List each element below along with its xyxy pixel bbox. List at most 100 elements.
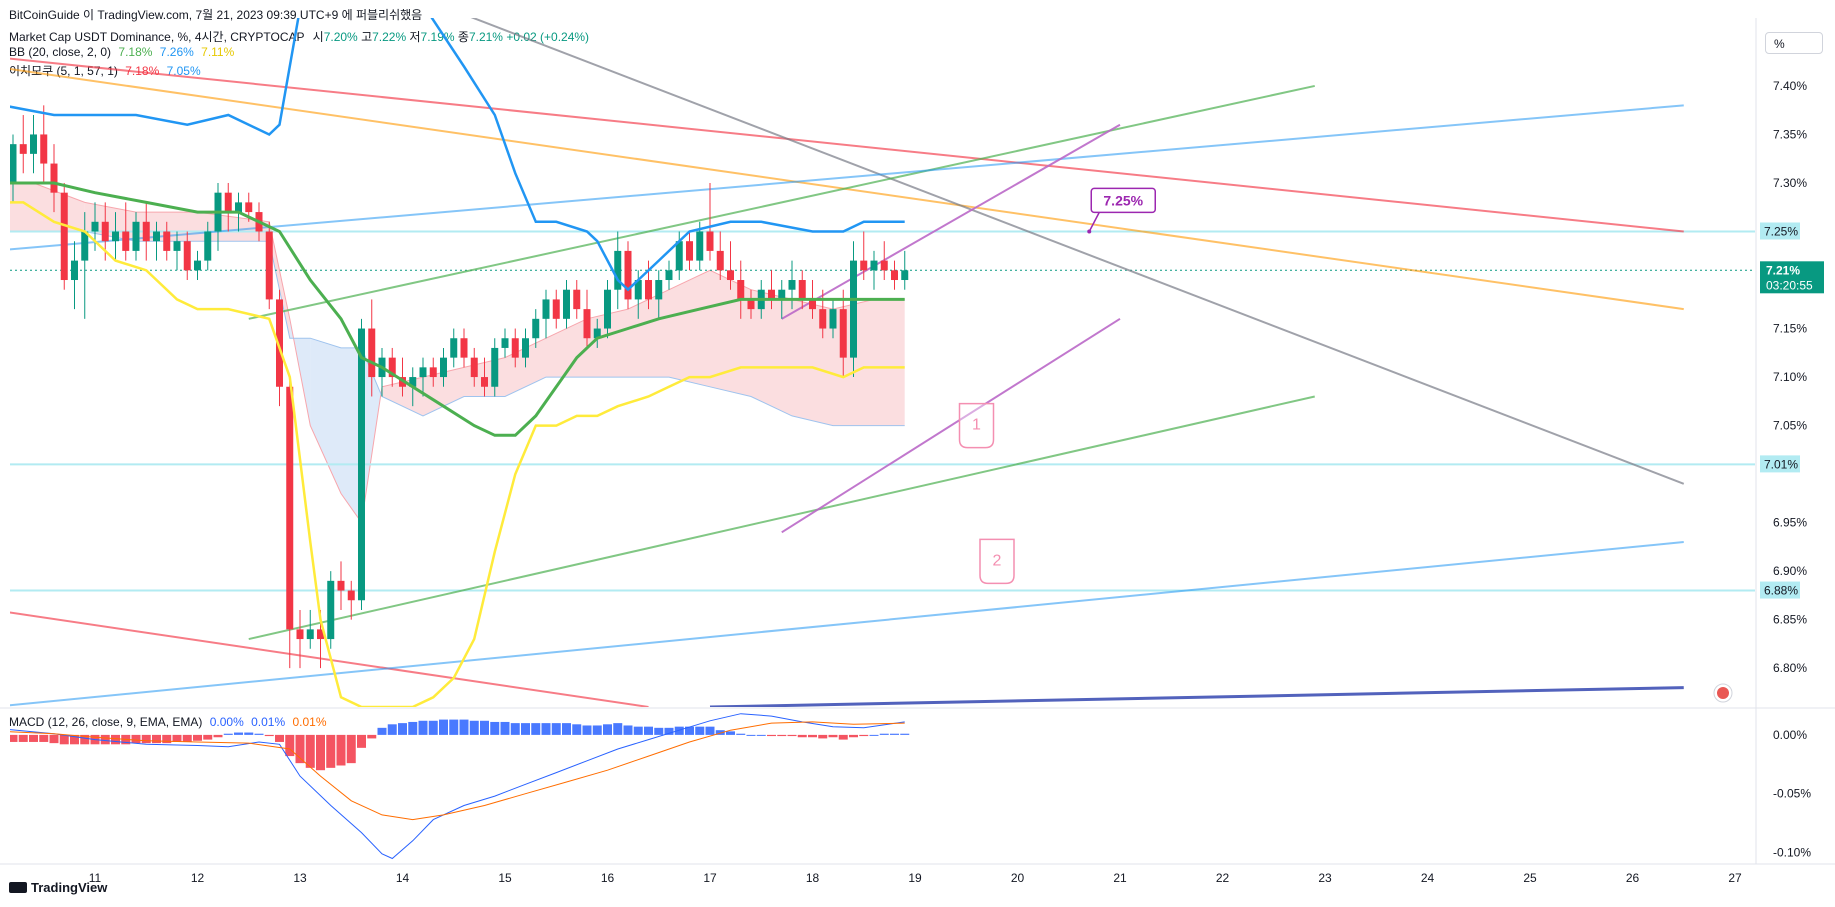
ohlc-high-label: 고 [361,30,373,44]
candle-body [696,231,704,261]
candle-body [50,163,58,193]
price-tick-label: 7.05% [1773,419,1807,433]
bb-value-mid: 7.18% [118,45,153,59]
wave-label-text: 1 [972,417,981,434]
price-tick-label: 7.15% [1773,322,1807,336]
candle-body [624,250,632,300]
macd-pane-group [10,713,910,860]
macd-histogram-bar [285,734,295,757]
candle-body [768,289,775,300]
date-tick-label: 20 [1011,871,1025,885]
date-tick-label: 16 [601,871,615,885]
date-tick-label: 19 [908,871,922,885]
candle-body [542,299,550,319]
macd-histogram-bar [797,734,807,738]
candle-body [101,221,109,242]
macd-tick-label: -0.10% [1773,846,1811,860]
macd-histogram-bar [490,721,500,735]
candle-body [665,270,673,281]
macd-histogram-bar [182,734,192,742]
candle-body [675,241,683,271]
macd-histogram-bar [346,734,356,764]
macd-histogram-bar [838,734,848,740]
candle-body [0,154,6,183]
macd-histogram-bar [111,734,120,745]
macd-histogram-bar [469,720,479,735]
price-level-badge [1760,455,1800,473]
macd-histogram-bar [808,734,817,738]
candle-body [716,250,724,271]
macd-histogram-bar [18,734,28,742]
bb-legend[interactable]: BB (20, close, 2, 0) 7.18% 7.26% 7.11% [9,45,234,59]
macd-histogram-bar [736,733,746,735]
candle-body [204,231,212,261]
scale-mode-button[interactable]: % [1765,32,1823,54]
candle-body [614,250,622,290]
macd-histogram-bar [141,734,151,744]
macd-histogram-bar [254,733,264,735]
trend-line [781,123,1121,320]
macd-histogram-bar [336,734,346,766]
price-level-value: 7.01% [1764,457,1798,471]
macd-histogram-bar [818,734,828,739]
macd-histogram-bar [849,734,858,738]
macd-histogram-bar [398,723,407,735]
date-tick-label: 12 [191,871,205,885]
candle-body [737,280,745,300]
price-level-value: 7.25% [1764,224,1798,238]
candle-body [634,280,642,300]
macd-histogram-bar [418,720,428,735]
macd-histogram-bar [541,723,551,735]
macd-histogram-bar [39,734,49,742]
trend-line [10,104,1684,251]
bb-value-upper: 7.26% [159,45,194,59]
candle-body [501,338,509,348]
date-tick-label: 26 [1626,871,1640,885]
candle-body [265,231,273,300]
macd-histogram-bar [480,720,489,735]
macd-tick-label: -0.05% [1773,787,1811,801]
trend-line [10,611,649,707]
macd-histogram-bar [613,723,623,735]
candle-body [727,270,734,281]
candle-body [173,241,181,251]
macd-histogram-bar [80,734,90,745]
macd-histogram-bar [869,734,879,736]
macd-histogram-bar [756,734,766,736]
symbol-legend: Market Cap USDT Dominance, %, 4시간, CRYPT… [9,28,589,45]
candle-body [583,309,591,339]
macd-histogram-bar [213,734,223,738]
macd-histogram-bar [521,723,530,735]
candle-body [880,260,888,271]
trend-line [709,686,1684,707]
price-level-value: 6.88% [1764,584,1798,598]
candle-body [850,260,857,358]
candle-body [819,309,827,329]
macd-histogram-bar [162,734,172,744]
macd-histogram-bar [428,720,438,735]
trend-line [470,18,1685,485]
ichimoku-cloud-segment [10,183,34,232]
candle-body [532,318,540,339]
macd-histogram-bar [726,731,735,735]
ichimoku-cloud-segment [33,183,85,232]
macd-histogram-bar [459,719,469,735]
price-tick-label: 6.90% [1773,564,1807,578]
macd-legend[interactable]: MACD (12, 26, close, 9, EMA, EMA) 0.00% … [9,715,327,729]
tradingview-logo[interactable]: TradingView [9,880,107,895]
bb-value-lower: 7.11% [201,45,235,59]
trend-line [248,395,1315,641]
candle-body [183,241,191,271]
macd-histogram-bar [59,734,69,745]
bb-middle-line [10,181,905,437]
candle-body [286,386,294,630]
ichimoku-cloud-segment [874,299,905,426]
macd-signal-line [10,721,905,821]
macd-histogram-bar [316,734,325,771]
date-tick-label: 11 [89,871,102,885]
ichimoku-cloud-segment [751,289,792,416]
ohlc-open-label: 시 [312,30,324,44]
macd-line [10,713,905,860]
callout-box [1090,187,1156,214]
